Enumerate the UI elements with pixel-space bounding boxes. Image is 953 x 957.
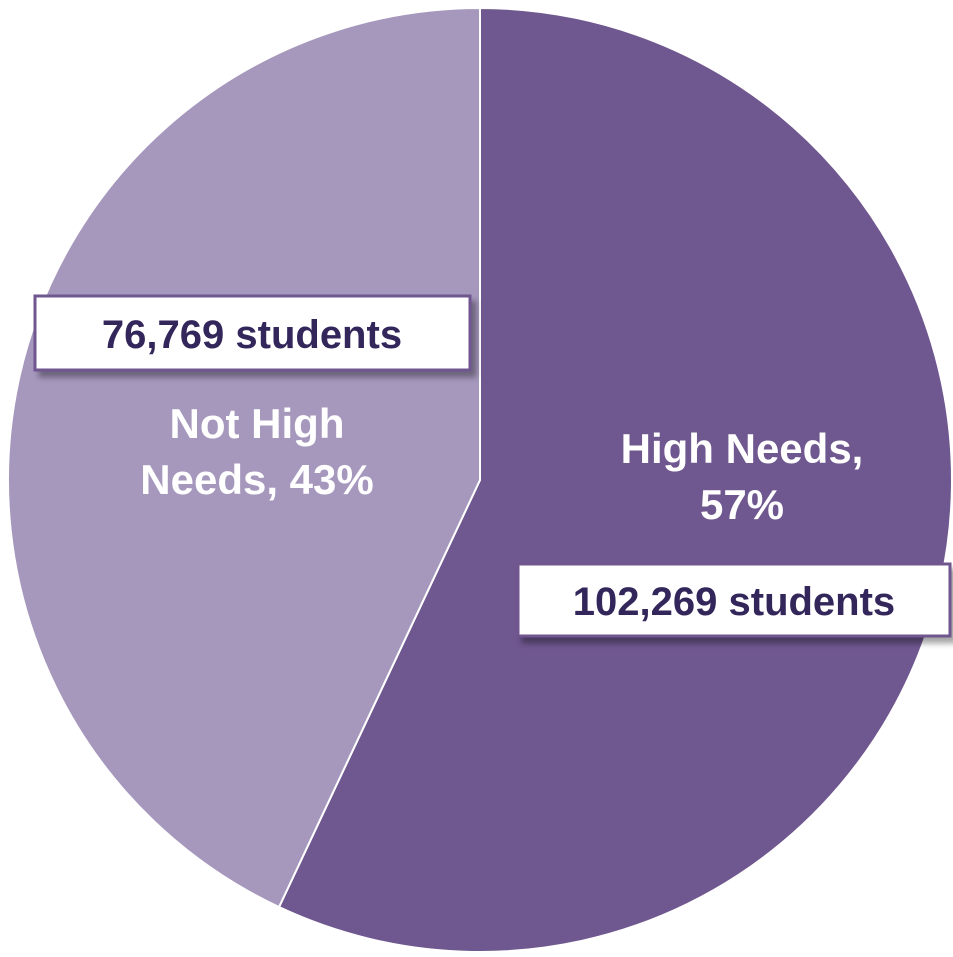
callout-text-high-needs: 102,269 students [573, 580, 895, 624]
callout-not-high-needs: 76,769 students [33, 294, 472, 372]
callout-box-not-high-needs [33, 294, 472, 372]
callout-high-needs: 102,269 students [516, 562, 952, 638]
slice-label-high-needs-line-2: 57% [700, 481, 784, 528]
callout-text-not-high-needs: 76,769 students [102, 313, 402, 357]
slice-not-high-needs [7, 6, 481, 909]
slice-label-not-high-needs: Not High Needs, 43% [140, 400, 373, 503]
slice-label-not-high-needs-line-2: Needs, 43% [140, 456, 373, 503]
slice-label-high-needs-line-1: High Needs, [621, 425, 864, 472]
slice-label-high-needs: High Needs, 57% [621, 425, 864, 528]
pie-slices [7, 6, 953, 953]
callout-box-high-needs [516, 562, 952, 638]
slice-label-not-high-needs-line-1: Not High [170, 400, 345, 447]
